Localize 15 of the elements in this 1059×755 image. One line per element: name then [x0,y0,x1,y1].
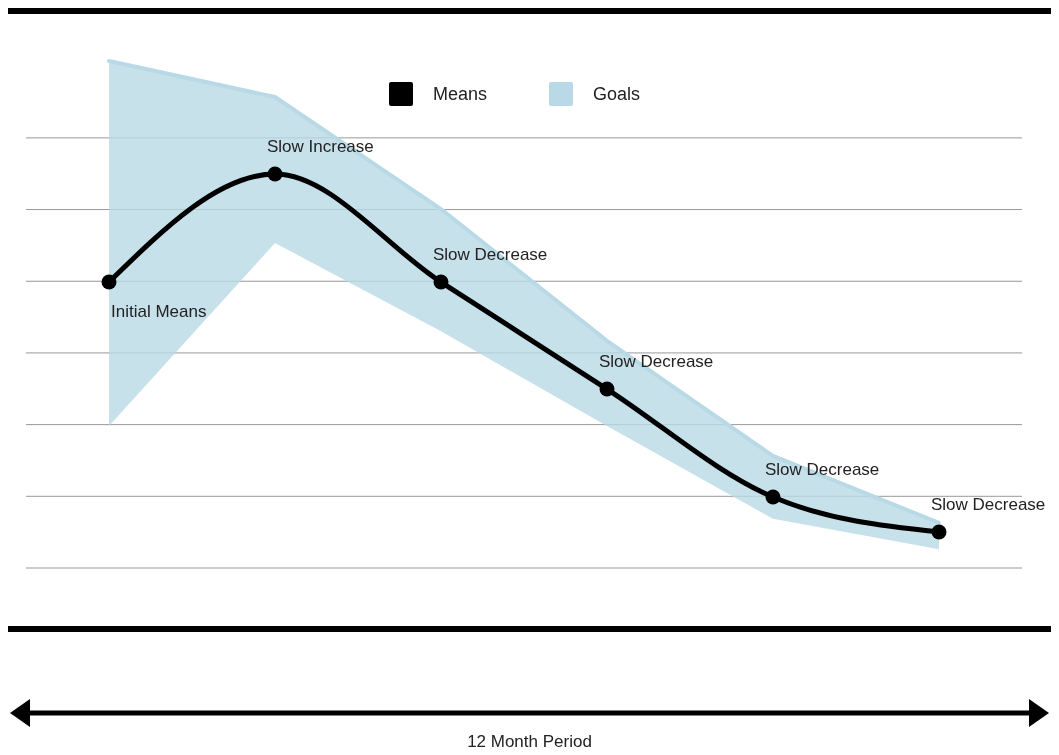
legend-label: Means [433,84,488,104]
annotation: Initial Means [111,302,207,322]
legend-label: Goals [593,84,641,104]
annotation: Slow Decrease [433,245,548,265]
point [433,274,449,290]
annotation: Slow Decrease [765,460,880,480]
point [101,274,117,290]
annotation: Slow Decrease [931,495,1046,514]
annotation: Slow Decrease [599,352,714,372]
point [599,381,615,397]
point [931,524,947,540]
point [267,166,283,182]
point [765,489,781,505]
text: 12 Month Period [467,732,592,751]
annotation: Slow Increase [267,137,374,157]
